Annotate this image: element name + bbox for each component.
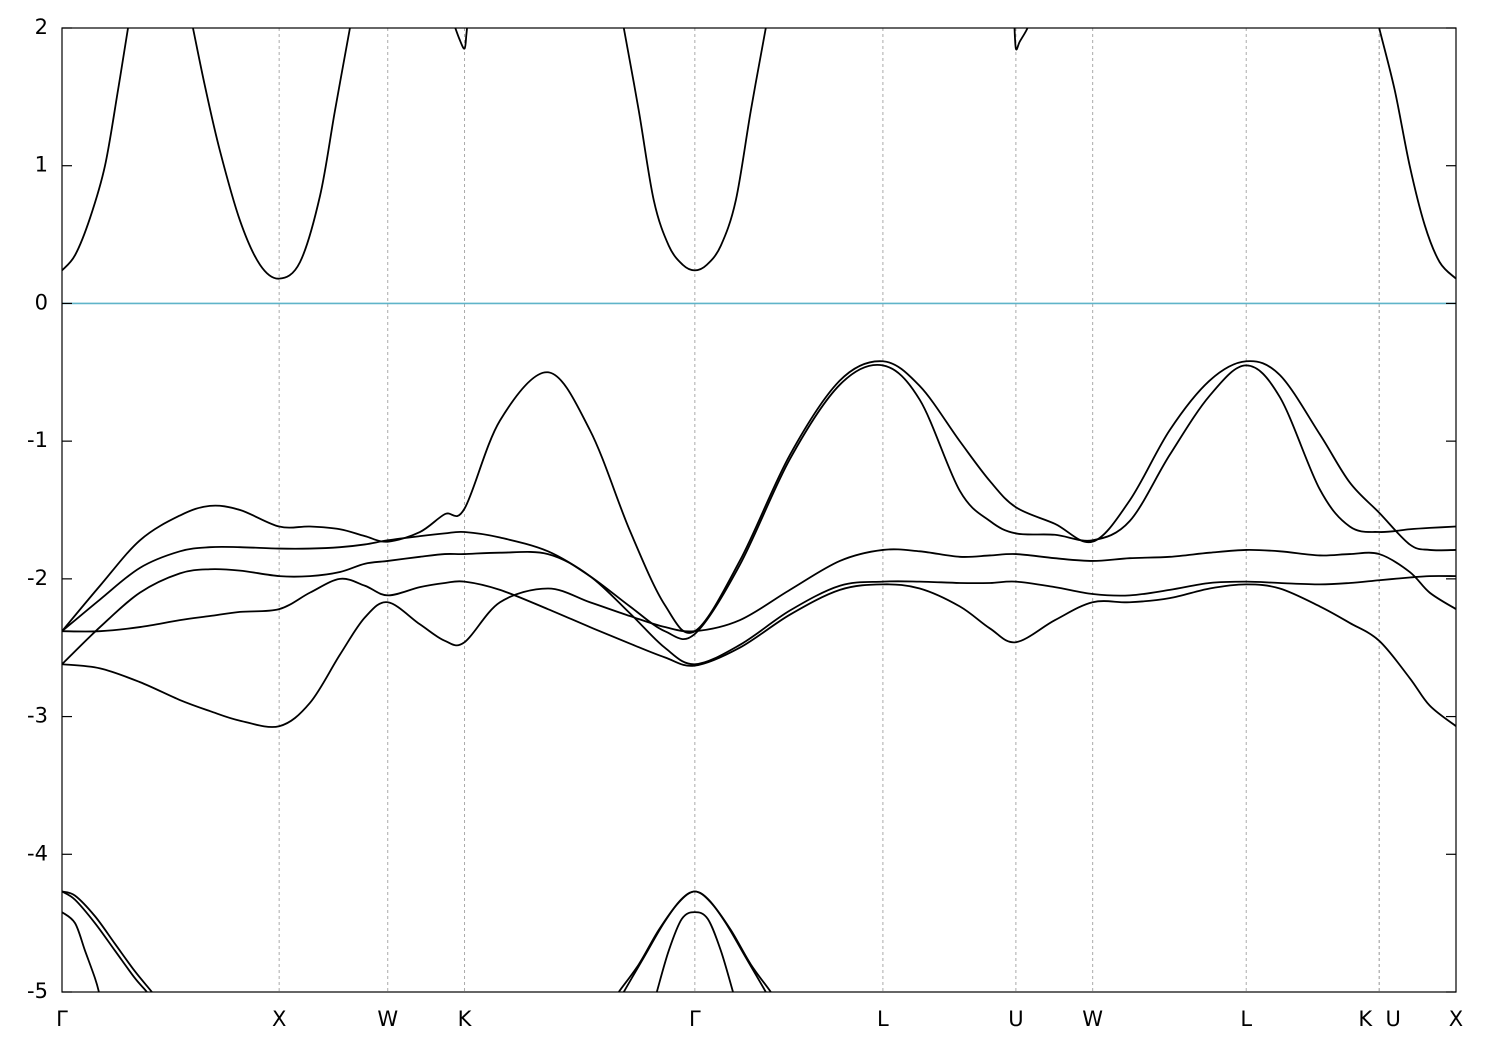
y-tick-label: -3 bbox=[27, 704, 48, 728]
x-tick-label: X bbox=[1449, 1007, 1463, 1031]
plot-frame bbox=[61, 27, 1457, 993]
x-tick-label: W bbox=[377, 1007, 398, 1031]
x-tick-label: K bbox=[1358, 1007, 1373, 1031]
y-tick-label: 2 bbox=[35, 15, 48, 39]
y-tick-label: -2 bbox=[27, 566, 48, 590]
x-tick-label: X bbox=[272, 1007, 286, 1031]
band-line bbox=[62, 363, 1456, 641]
band-line bbox=[62, 28, 1456, 280]
band-line bbox=[62, 548, 1456, 728]
x-tick-label: Γ bbox=[56, 1007, 68, 1031]
bands bbox=[62, 28, 1456, 992]
y-tick-label: 0 bbox=[35, 290, 48, 314]
x-tick-label: L bbox=[877, 1007, 889, 1031]
y-tick-label: 1 bbox=[35, 153, 48, 177]
band-line bbox=[62, 577, 1456, 727]
band-line bbox=[62, 911, 734, 992]
band-line bbox=[62, 890, 767, 992]
y-tick-label: -4 bbox=[27, 841, 48, 865]
y-tick-label: -5 bbox=[27, 979, 48, 1003]
y-tick-label: -1 bbox=[27, 428, 48, 452]
band-line bbox=[62, 360, 1456, 634]
x-tick-label: K bbox=[458, 1007, 473, 1031]
band-line bbox=[62, 551, 1456, 666]
x-tick-label: L bbox=[1240, 1007, 1252, 1031]
band-line bbox=[62, 890, 772, 992]
x-tick-label: U bbox=[1008, 1007, 1023, 1031]
x-tick-label: Γ bbox=[689, 1007, 701, 1031]
grid bbox=[61, 28, 1457, 992]
x-tick-label: W bbox=[1082, 1007, 1103, 1031]
x-tick-label: U bbox=[1386, 1007, 1401, 1031]
